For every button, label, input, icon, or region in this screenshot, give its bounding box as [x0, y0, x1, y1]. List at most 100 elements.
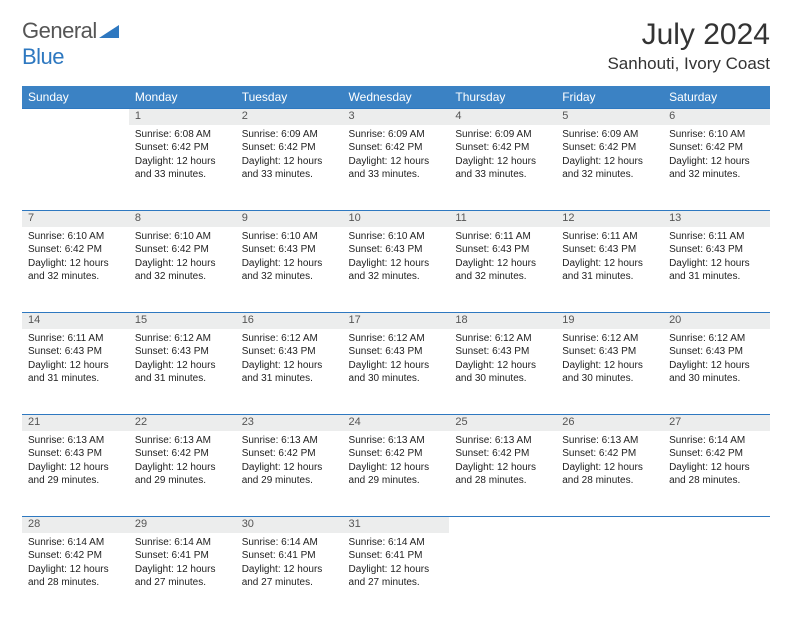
brand-logo: GeneralBlue	[22, 18, 119, 70]
day-header-row: Sunday Monday Tuesday Wednesday Thursday…	[22, 86, 770, 109]
daynum-row: 78910111213	[22, 211, 770, 227]
sunrise-text: Sunrise: 6:13 AM	[562, 434, 657, 448]
sunrise-text: Sunrise: 6:12 AM	[669, 332, 764, 346]
day-cell: Sunrise: 6:11 AMSunset: 6:43 PMDaylight:…	[556, 227, 663, 313]
daylight-text: and 30 minutes.	[349, 372, 444, 386]
day-number: 7	[22, 211, 129, 227]
title-block: July 2024 Sanhouti, Ivory Coast	[607, 18, 770, 74]
daylight-text: Daylight: 12 hours	[28, 359, 123, 373]
sunset-text: Sunset: 6:43 PM	[349, 345, 444, 359]
day-number: 21	[22, 415, 129, 431]
daylight-text: Daylight: 12 hours	[349, 359, 444, 373]
daylight-text: Daylight: 12 hours	[242, 257, 337, 271]
daylight-text: Daylight: 12 hours	[562, 461, 657, 475]
daylight-text: Daylight: 12 hours	[562, 359, 657, 373]
daylight-text: and 32 minutes.	[135, 270, 230, 284]
daynum-row: 21222324252627	[22, 415, 770, 431]
day-cell: Sunrise: 6:08 AMSunset: 6:42 PMDaylight:…	[129, 125, 236, 211]
daylight-text: Daylight: 12 hours	[135, 563, 230, 577]
daylight-text: and 32 minutes.	[669, 168, 764, 182]
daylight-text: Daylight: 12 hours	[28, 257, 123, 271]
day-number: 17	[343, 313, 450, 329]
day-number: 16	[236, 313, 343, 329]
daylight-text: and 33 minutes.	[242, 168, 337, 182]
day-number: 25	[449, 415, 556, 431]
day-cell: Sunrise: 6:10 AMSunset: 6:42 PMDaylight:…	[663, 125, 770, 211]
day-cell: Sunrise: 6:13 AMSunset: 6:42 PMDaylight:…	[343, 431, 450, 517]
day-number: 8	[129, 211, 236, 227]
sunset-text: Sunset: 6:42 PM	[455, 141, 550, 155]
daylight-text: Daylight: 12 hours	[562, 155, 657, 169]
day-number: 12	[556, 211, 663, 227]
daylight-text: and 31 minutes.	[669, 270, 764, 284]
day-cell: Sunrise: 6:10 AMSunset: 6:42 PMDaylight:…	[129, 227, 236, 313]
day-number: 18	[449, 313, 556, 329]
sunset-text: Sunset: 6:43 PM	[455, 345, 550, 359]
daylight-text: and 27 minutes.	[135, 576, 230, 590]
info-row: Sunrise: 6:10 AMSunset: 6:42 PMDaylight:…	[22, 227, 770, 313]
day-cell: Sunrise: 6:12 AMSunset: 6:43 PMDaylight:…	[343, 329, 450, 415]
sunrise-text: Sunrise: 6:10 AM	[669, 128, 764, 142]
sunrise-text: Sunrise: 6:09 AM	[562, 128, 657, 142]
daylight-text: Daylight: 12 hours	[135, 257, 230, 271]
day-header: Wednesday	[343, 86, 450, 109]
sunset-text: Sunset: 6:43 PM	[135, 345, 230, 359]
day-header: Thursday	[449, 86, 556, 109]
day-cell: Sunrise: 6:14 AMSunset: 6:41 PMDaylight:…	[129, 533, 236, 619]
day-number: 11	[449, 211, 556, 227]
daylight-text: and 28 minutes.	[562, 474, 657, 488]
day-number: 31	[343, 517, 450, 533]
sunset-text: Sunset: 6:43 PM	[455, 243, 550, 257]
daylight-text: and 29 minutes.	[242, 474, 337, 488]
sunrise-text: Sunrise: 6:11 AM	[28, 332, 123, 346]
day-cell: Sunrise: 6:13 AMSunset: 6:42 PMDaylight:…	[129, 431, 236, 517]
day-cell: Sunrise: 6:14 AMSunset: 6:41 PMDaylight:…	[343, 533, 450, 619]
daylight-text: Daylight: 12 hours	[455, 257, 550, 271]
day-cell: Sunrise: 6:11 AMSunset: 6:43 PMDaylight:…	[663, 227, 770, 313]
sunset-text: Sunset: 6:43 PM	[669, 243, 764, 257]
sunrise-text: Sunrise: 6:13 AM	[28, 434, 123, 448]
daylight-text: and 32 minutes.	[562, 168, 657, 182]
sunrise-text: Sunrise: 6:12 AM	[242, 332, 337, 346]
info-row: Sunrise: 6:11 AMSunset: 6:43 PMDaylight:…	[22, 329, 770, 415]
day-cell: Sunrise: 6:09 AMSunset: 6:42 PMDaylight:…	[343, 125, 450, 211]
sunrise-text: Sunrise: 6:12 AM	[455, 332, 550, 346]
day-cell: Sunrise: 6:12 AMSunset: 6:43 PMDaylight:…	[236, 329, 343, 415]
daylight-text: Daylight: 12 hours	[455, 461, 550, 475]
daylight-text: and 31 minutes.	[242, 372, 337, 386]
header: GeneralBlue July 2024 Sanhouti, Ivory Co…	[22, 18, 770, 74]
day-cell	[449, 533, 556, 619]
sunset-text: Sunset: 6:42 PM	[669, 141, 764, 155]
brand-triangle-icon	[99, 18, 119, 44]
sunset-text: Sunset: 6:43 PM	[28, 345, 123, 359]
sunrise-text: Sunrise: 6:11 AM	[455, 230, 550, 244]
daylight-text: Daylight: 12 hours	[135, 359, 230, 373]
sunset-text: Sunset: 6:41 PM	[135, 549, 230, 563]
day-cell: Sunrise: 6:09 AMSunset: 6:42 PMDaylight:…	[236, 125, 343, 211]
sunset-text: Sunset: 6:42 PM	[455, 447, 550, 461]
sunset-text: Sunset: 6:42 PM	[242, 447, 337, 461]
day-number: 20	[663, 313, 770, 329]
sunrise-text: Sunrise: 6:14 AM	[28, 536, 123, 550]
sunset-text: Sunset: 6:42 PM	[349, 141, 444, 155]
day-header: Friday	[556, 86, 663, 109]
daylight-text: Daylight: 12 hours	[349, 155, 444, 169]
sunrise-text: Sunrise: 6:13 AM	[455, 434, 550, 448]
sunrise-text: Sunrise: 6:10 AM	[242, 230, 337, 244]
daynum-row: 123456	[22, 109, 770, 125]
day-number: 29	[129, 517, 236, 533]
daylight-text: Daylight: 12 hours	[349, 257, 444, 271]
day-number: 14	[22, 313, 129, 329]
daylight-text: and 29 minutes.	[28, 474, 123, 488]
day-number: 24	[343, 415, 450, 431]
day-number: 22	[129, 415, 236, 431]
sunset-text: Sunset: 6:42 PM	[562, 447, 657, 461]
daylight-text: and 31 minutes.	[28, 372, 123, 386]
daylight-text: and 32 minutes.	[28, 270, 123, 284]
day-cell: Sunrise: 6:13 AMSunset: 6:43 PMDaylight:…	[22, 431, 129, 517]
day-number: 19	[556, 313, 663, 329]
daylight-text: Daylight: 12 hours	[28, 461, 123, 475]
sunrise-text: Sunrise: 6:09 AM	[242, 128, 337, 142]
daynum-row: 28293031	[22, 517, 770, 533]
sunrise-text: Sunrise: 6:09 AM	[455, 128, 550, 142]
